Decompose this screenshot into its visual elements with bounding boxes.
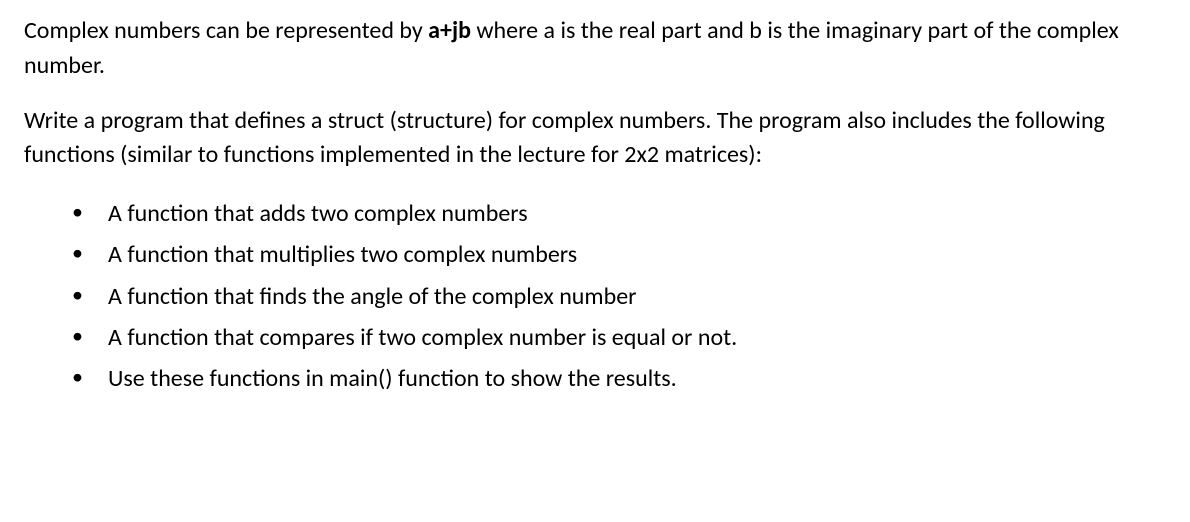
list-item: A function that multiplies two complex n… — [72, 236, 1166, 273]
requirements-list: A function that adds two complex numbers… — [24, 195, 1166, 397]
intro-formula-bold: a+jb — [428, 16, 471, 45]
list-item: A function that compares if two complex … — [72, 319, 1166, 356]
list-item: Use these functions in main() function t… — [72, 360, 1166, 397]
list-item: A function that adds two complex numbers — [72, 195, 1166, 232]
document-page: Complex numbers can be represented by a+… — [0, 0, 1190, 522]
list-item: A function that finds the angle of the c… — [72, 278, 1166, 315]
intro-text-pre: Complex numbers can be represented by — [24, 16, 428, 45]
intro-paragraph: Complex numbers can be represented by a+… — [24, 14, 1166, 84]
task-paragraph: Write a program that defines a struct (s… — [24, 104, 1166, 174]
